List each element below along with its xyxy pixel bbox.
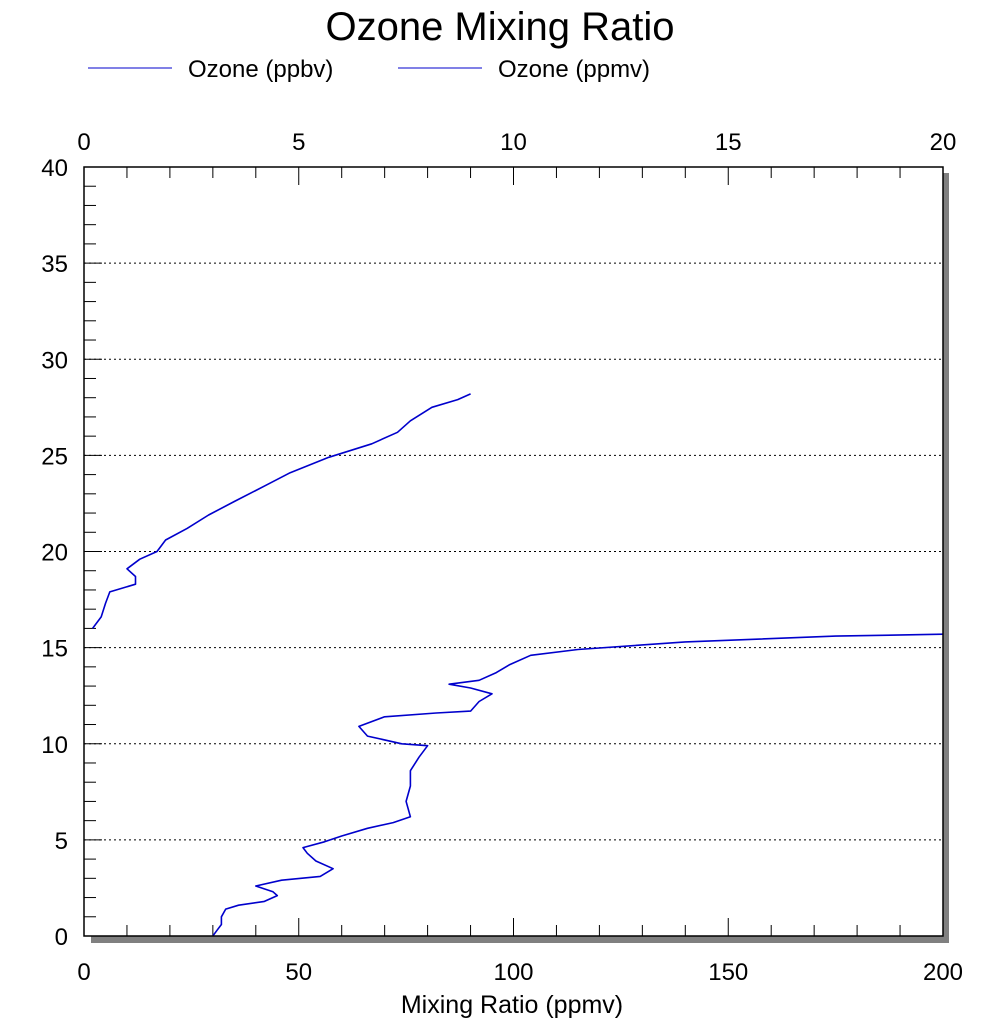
series-lines (91, 393, 944, 937)
plot-shadow-bottom (91, 936, 949, 943)
plot-frame (83, 166, 944, 937)
bottom-tick-label: 200 (923, 959, 963, 986)
top-tick-label: 20 (930, 129, 957, 156)
legend-label-ozone-ppmv: Ozone (ppmv) (498, 56, 650, 83)
x-axis-title: Mixing Ratio (ppmv) (401, 991, 623, 1019)
bottom-tick-label: 100 (493, 959, 533, 986)
y-tick-label: 15 (41, 636, 68, 663)
y-tick-label: 35 (41, 251, 68, 278)
top-tick-label: 0 (77, 129, 90, 156)
tick-labels: 0 5 10 15 20 25 30 35 40 0 50 100 150 200 0 5 10 15 20 (41, 129, 963, 986)
y-tick-label: 10 (41, 732, 68, 759)
legend-label-ozone-ppbv: Ozone (ppbv) (188, 56, 333, 83)
legend: Ozone (ppbv) Ozone (ppmv) (88, 56, 650, 83)
y-tick-label: 20 (41, 540, 68, 567)
y-tick-label: 40 (41, 155, 68, 182)
gridlines (84, 262, 943, 841)
bottom-tick-label: 50 (285, 959, 312, 986)
y-tick-label: 5 (55, 828, 68, 855)
y-tick-label: 30 (41, 347, 68, 374)
top-tick-label: 15 (715, 129, 742, 156)
top-tick-label: 5 (292, 129, 305, 156)
chart-title: Ozone Mixing Ratio (325, 5, 674, 49)
series-line-ozone-ppbv (212, 633, 944, 937)
y-tick-label: 0 (55, 924, 68, 951)
bottom-tick-label: 0 (77, 959, 90, 986)
y-tick-label: 25 (41, 443, 68, 470)
plot-shadow-right (943, 173, 949, 943)
top-tick-label: 10 (500, 129, 527, 156)
bottom-tick-label: 150 (708, 959, 748, 986)
series-line-ozone-ppmv (91, 393, 471, 629)
